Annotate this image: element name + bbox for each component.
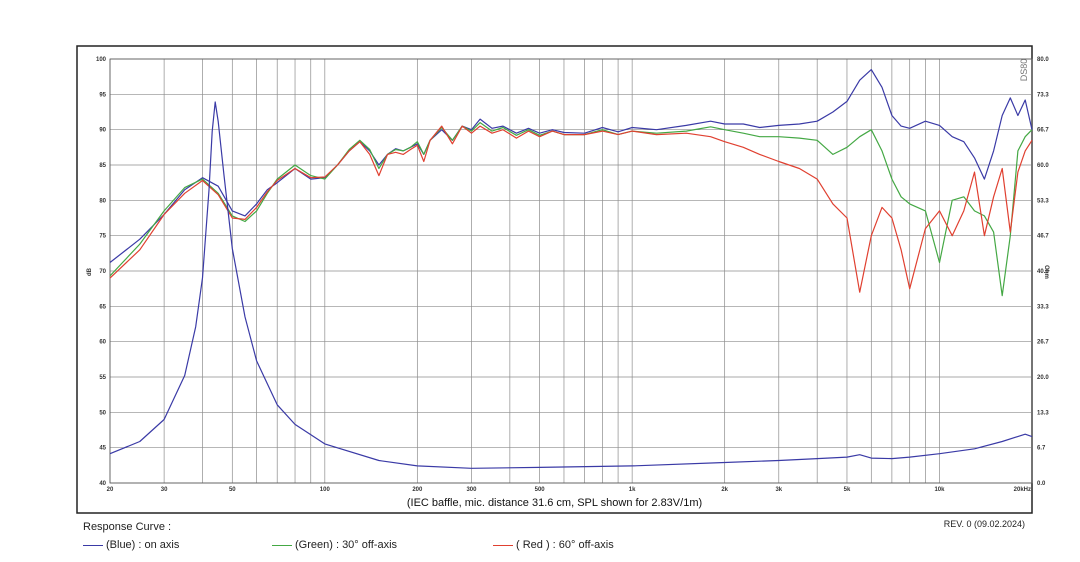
legend-swatch-green [272,544,292,546]
chart-frame [76,45,1033,514]
y-tick-label: 50 [99,410,106,416]
x-tick-label: 300 [466,487,477,493]
legend-swatch-blue [83,544,103,546]
y-tick-label: 80 [99,198,106,204]
y-tick-label: 100 [96,57,107,63]
y-tick-label: 55 [99,375,106,381]
y-tick-label: 60 [99,340,106,346]
y-axis-label-left: dB [87,267,93,276]
y-right-tick-label: 33.3 [1037,304,1049,310]
y-right-tick-label: 46.7 [1037,234,1049,240]
y-right-tick-label: 80.0 [1037,57,1049,63]
y-tick-label: 70 [99,269,106,275]
y-right-tick-label: 73.3 [1037,92,1049,98]
x-tick-label: 500 [535,487,546,493]
x-tick-label: 2k [721,487,728,493]
y-tick-label: 95 [99,92,106,98]
series-line-0 [109,68,1033,263]
watermark-text: DS80 [1019,59,1029,82]
y-right-tick-label: 13.3 [1037,410,1049,416]
y-tick-label: 75 [99,234,106,240]
axis-ticks: 40 45 50 55 60 65 70 75 80 85 90 95 100 0.0 6.7 13.3 20.… [96,57,1049,493]
x-tick-label: 20 [107,487,114,493]
x-tick-label: 30 [161,487,168,493]
x-tick-label: 3k [775,487,782,493]
plot-area [109,58,1033,484]
series-line-impedance [109,101,1033,469]
revision-label: REV. 0 (09.02.2024) [943,519,1025,529]
series-line-2 [109,125,1033,293]
legend-swatch-red [493,544,513,546]
y-right-tick-label: 26.7 [1037,340,1049,346]
y-tick-label: 85 [99,163,106,169]
y-tick-label: 45 [99,446,106,452]
legend-item-green: (Green) : 30° off-axis [272,539,397,551]
legend-label-green: (Green) : 30° off-axis [295,539,398,551]
x-tick-label: 50 [229,487,236,493]
y-tick-label: 65 [99,304,106,310]
y-right-tick-label: 20.0 [1037,375,1049,381]
legend-label-red: ( Red ) : 60° off-axis [516,539,614,551]
x-tick-label: 1k [629,487,636,493]
y-right-tick-label: 53.3 [1037,198,1049,204]
y-tick-label: 40 [99,481,106,487]
legend-item-blue: (Blue) : on axis [83,539,179,551]
y-axis-label-right: Ohm [1043,265,1049,279]
x-tick-label: 100 [320,487,331,493]
series-line-1 [109,121,1033,297]
y-right-tick-label: 0.0 [1037,481,1046,487]
x-tick-label: 10k [934,487,945,493]
legend-title: Response Curve : [83,521,172,533]
y-right-tick-label: 66.7 [1037,128,1049,134]
series-group [109,68,1033,469]
y-right-tick-label: 60.0 [1037,163,1049,169]
x-tick-label: 5k [844,487,851,493]
legend-label-blue: (Blue) : on axis [106,539,180,551]
y-right-tick-label: 40.0 [1037,269,1049,275]
legend-item-red: ( Red ) : 60° off-axis [493,539,614,551]
x-tick-label: 200 [412,487,423,493]
y-right-tick-label: 6.7 [1037,446,1046,452]
y-tick-label: 90 [99,128,106,134]
chart-caption: (IEC baffle, mic. distance 31.6 cm, SPL … [406,497,703,509]
x-tick-label: 20kHz [1014,487,1031,493]
